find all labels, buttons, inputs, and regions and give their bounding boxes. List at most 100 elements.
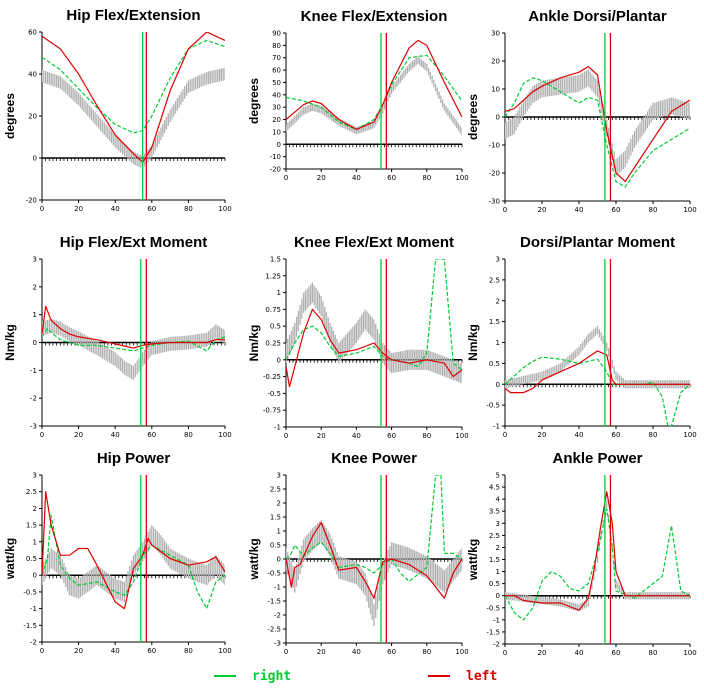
y-tick-label: 3 [496,256,500,264]
x-tick-label: 0 [40,205,44,213]
y-axis-label: Nm/kg [247,325,261,362]
x-tick-label: 20 [317,648,326,656]
y-tick-label: -1 [274,424,281,432]
legend: right left [214,669,497,684]
y-tick-label: 0.5 [489,360,500,368]
x-tick-label: 60 [387,174,396,182]
y-tick-label: 0.5 [270,323,281,331]
x-tick-label: 0 [284,174,288,182]
right-side-line [505,356,690,426]
y-tick-label: -30 [489,198,500,206]
y-tick-label: -2 [493,641,500,649]
y-tick-label: 0 [277,556,281,564]
x-tick-label: 20 [538,206,547,214]
x-tick-label: 0 [503,649,507,657]
y-tick-label: 10 [272,128,281,136]
x-tick-label: 80 [649,431,658,439]
chart-panel-4: Hip Flex/Ext Moment Nm/kg -3 -2 -1 0 1 2 3 0 20 40 6… [3,234,232,439]
y-tick-label: 0.5 [489,580,500,588]
y-tick-label: -1 [30,605,37,613]
x-tick-label: 40 [111,431,120,439]
x-tick-label: 40 [111,647,120,655]
y-tick-label: 2 [496,297,500,305]
x-tick-label: 100 [683,431,696,439]
y-tick-label: 2 [33,283,37,291]
y-tick-label: 2 [496,544,500,552]
y-tick-label: 0.5 [270,542,281,550]
x-tick-label: 60 [387,432,396,440]
y-tick-label: 1 [277,289,281,297]
chart-panel-8: Knee Power watt/kg -3 -2.5 -2 -1.5 -1 -0.5 0 0.5 1… [247,450,469,656]
y-axis-label: Nm/kg [466,324,480,361]
x-tick-label: 0 [503,431,507,439]
y-tick-label: 3 [33,472,37,480]
x-tick-label: 100 [683,206,696,214]
y-tick-label: -1 [493,616,500,624]
y-tick-label: 2.5 [489,532,500,540]
y-tick-label: 2.5 [489,276,500,284]
y-tick-label: 1.5 [26,522,37,530]
x-tick-label: 20 [317,174,326,182]
right-side-line [286,54,462,130]
chart-title: Hip Flex/Extension [66,7,200,24]
x-tick-label: 100 [455,432,468,440]
y-tick-label: 1 [33,538,37,546]
y-tick-label: 1 [496,339,500,347]
right-side-line [505,77,690,188]
y-tick-label: -0.5 [267,570,281,578]
x-tick-label: 60 [147,205,156,213]
normative-band [505,69,690,176]
x-tick-label: 0 [40,431,44,439]
x-tick-label: 20 [74,205,83,213]
x-tick-label: 60 [612,431,621,439]
left-side-line [42,32,225,163]
y-tick-label: 40 [28,71,37,79]
zero-line-hatch [285,144,463,148]
normative-band [42,318,225,381]
chart-title: Knee Power [331,450,417,467]
y-tick-label: -1 [30,367,37,375]
x-tick-label: 80 [422,174,431,182]
normative-band [505,325,690,389]
y-tick-label: 2.5 [26,488,37,496]
x-tick-label: 80 [184,205,193,213]
chart-title: Knee Flex/Extension [301,8,448,25]
y-axis-label: watt/kg [466,539,480,581]
chart-title: Knee Flex/Ext Moment [294,234,454,251]
y-tick-label: 1.5 [270,514,281,522]
chart-panel-7: Hip Power watt/kg -2 -1.5 -1 -0.5 0 0.5 1 1.5 2 2.5… [3,450,232,655]
chart-title: Hip Power [97,450,171,467]
y-tick-label: -1.5 [267,598,281,606]
y-tick-label: -10 [270,153,281,161]
y-tick-label: -1 [493,423,500,431]
left-side-line [42,305,225,349]
y-tick-label: 1.25 [265,272,281,280]
y-tick-label: -2.5 [267,626,281,634]
y-tick-label: 40 [272,91,281,99]
right-side-line [286,259,462,371]
x-tick-label: 40 [575,206,584,214]
right-side-line [505,508,690,621]
y-tick-label: 0 [277,356,281,364]
y-tick-label: 3 [33,256,37,264]
left-side-line [505,65,690,182]
y-tick-label: -0.5 [486,402,500,410]
x-tick-label: 100 [218,431,231,439]
y-tick-label: 1 [277,528,281,536]
y-axis-label: watt/kg [3,538,17,580]
chart-panel-6: Dorsi/Plantar Moment Nm/kg -1 -0.5 0 0.5 1 1.5 2… [466,234,697,439]
y-tick-label: -3 [274,640,281,648]
chart-title: Dorsi/Plantar Moment [520,234,675,251]
y-tick-label: -20 [270,166,281,174]
x-tick-label: 0 [40,647,44,655]
x-tick-label: 80 [649,649,658,657]
y-tick-label: 2 [33,505,37,513]
right-side-line [42,39,225,134]
legend-right-label: right [252,669,291,684]
y-tick-label: 20 [28,113,37,121]
y-tick-label: -20 [489,170,500,178]
left-side-line [286,521,462,599]
y-tick-label: 0 [496,114,500,122]
y-tick-label: 0.5 [26,555,37,563]
